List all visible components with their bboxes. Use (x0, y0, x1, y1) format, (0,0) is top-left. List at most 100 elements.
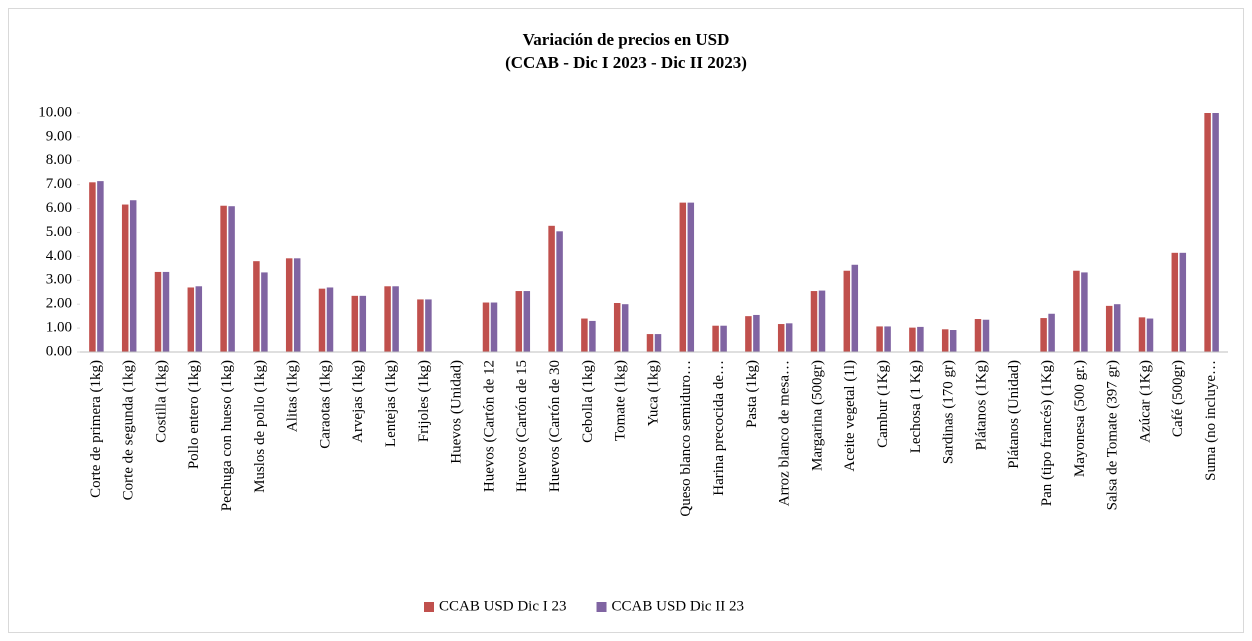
bar (97, 181, 104, 352)
bar (917, 326, 924, 352)
bar (1081, 272, 1088, 352)
bar (581, 318, 588, 352)
x-tick-label: Mayonesa (500 gr.) (1072, 360, 1088, 477)
bar (810, 291, 818, 352)
y-tick-label: 3.00 (46, 272, 72, 288)
y-tick-label: 2.00 (46, 296, 72, 312)
bar (1113, 304, 1121, 352)
bar (1204, 113, 1211, 352)
y-tick-label: 0.00 (46, 343, 72, 359)
legend-label: CCAB USD Dic I 23 (439, 598, 567, 614)
bar (621, 304, 629, 352)
bar (909, 327, 916, 352)
bar (687, 202, 695, 352)
bar (228, 206, 235, 352)
bar (982, 319, 990, 352)
x-tick-label: Sardinas (170 gr) (941, 360, 957, 464)
bar (589, 320, 596, 352)
x-tick-label: Suma (no incluye… (1203, 360, 1219, 481)
x-tick-label: Plátanos (1Kg) (973, 360, 989, 450)
bar (1105, 305, 1113, 352)
bar (654, 334, 662, 352)
x-tick-label: Arroz blanco de mesa… (777, 360, 793, 506)
bar (417, 299, 424, 352)
bar (129, 200, 137, 352)
x-tick-label: Pasta (1kg) (744, 360, 760, 428)
bar (613, 303, 621, 352)
bar (285, 258, 293, 352)
bar (89, 182, 96, 352)
bar (482, 302, 490, 352)
bar (195, 286, 203, 352)
legend-label: CCAB USD Dic II 23 (612, 598, 745, 614)
bar (556, 231, 563, 352)
bar (318, 288, 326, 352)
bars (89, 113, 1219, 352)
bar (843, 270, 851, 352)
bar (490, 302, 498, 352)
chart-title: Variación de precios en USD (523, 30, 730, 49)
x-tick-label: Costilla (1kg) (153, 360, 169, 443)
x-tick-label: Pechuga con hueso (1kg) (219, 360, 235, 511)
bar (745, 316, 752, 352)
x-tick-label: Arvejas (1kg) (350, 360, 366, 443)
x-tick-label: Corte de segunda (1kg) (121, 360, 137, 500)
x-tick-label: Yuca (1kg) (645, 360, 661, 426)
x-tick-label: Plátanos (Unidad) (1006, 360, 1022, 469)
y-tick-label: 7.00 (46, 176, 72, 192)
bar (392, 286, 399, 352)
bar (753, 314, 760, 352)
y-tick-label: 9.00 (46, 128, 72, 144)
x-tick-label: Pan (tipo francés) (1Kg) (1039, 360, 1055, 506)
x-tick-label: Harina precocida de… (711, 360, 727, 496)
chart-subtitle: (CCAB - Dic I 2023 - Dic II 2023) (505, 53, 747, 72)
bar (515, 291, 523, 352)
bar (884, 326, 891, 352)
x-tick-label: Alitas (1kg) (285, 360, 301, 432)
y-tick-label: 6.00 (46, 200, 72, 216)
bar (949, 330, 957, 352)
x-tick-label: Salsa de Tomate (397 gr) (1105, 360, 1121, 510)
legend-swatch (424, 602, 434, 612)
bar (293, 258, 301, 352)
bar (1179, 252, 1187, 352)
bar (876, 326, 883, 352)
bar (220, 205, 227, 352)
x-tick-label: Pollo entero (1kg) (186, 360, 202, 469)
y-tick-label: 4.00 (46, 248, 72, 264)
y-tick-label: 5.00 (46, 224, 72, 240)
x-tick-label: Azúcar (1Kg) (1137, 360, 1153, 443)
x-tick-label: Cebolla (1kg) (580, 360, 596, 443)
bar (523, 291, 531, 352)
y-tick-label: 1.00 (46, 320, 72, 336)
bar (326, 287, 334, 352)
bar (785, 323, 793, 352)
x-tick-label: Lentejas (1kg) (383, 360, 399, 447)
y-tick-label: 10.00 (38, 104, 72, 120)
x-tick-label: Aceite vegetal (1l) (842, 360, 858, 472)
x-tick-label: Caraotas (1kg) (317, 360, 333, 449)
x-tick-label: Corte de primera (1kg) (88, 360, 104, 498)
bar (261, 272, 268, 352)
bar (154, 271, 162, 352)
bar (1212, 113, 1219, 352)
bar (253, 261, 260, 352)
bar (818, 290, 826, 352)
bar (351, 295, 359, 352)
y-tick-label: 8.00 (46, 152, 72, 168)
bar (712, 325, 719, 352)
bar (359, 295, 367, 352)
x-tick-label: Cambur (1Kg) (875, 360, 891, 448)
bar (425, 299, 432, 352)
bar (384, 286, 391, 352)
bar (720, 325, 727, 352)
x-tick-label: Huevos (Cartón de 12 (481, 360, 497, 492)
bar (1048, 313, 1055, 352)
bar (777, 324, 785, 352)
x-tick-label: Frijoles (1kg) (416, 360, 432, 442)
bar (121, 204, 129, 352)
x-tick-label: Huevos (Cartón de 15 (514, 360, 530, 492)
x-tick-label: Queso blanco semiduro… (678, 360, 694, 517)
